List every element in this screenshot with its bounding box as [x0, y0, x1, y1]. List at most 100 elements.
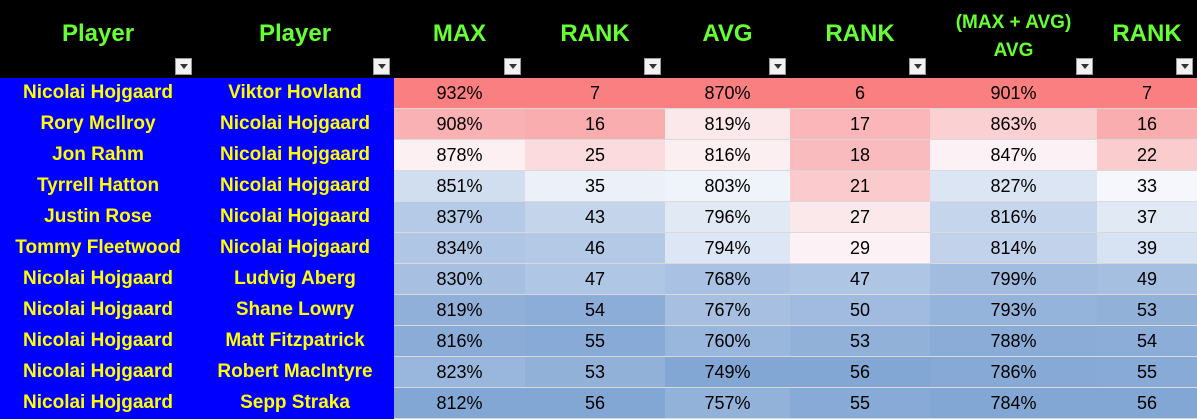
filter-dropdown-button[interactable]	[1076, 58, 1093, 75]
filter-dropdown-button[interactable]	[644, 58, 661, 75]
filter-dropdown-button[interactable]	[1176, 58, 1193, 75]
cell-player-1[interactable]: Nicolai Hojgaard	[0, 325, 196, 357]
cell-max-rank[interactable]: 25	[525, 139, 665, 171]
cell-player-2[interactable]: Nicolai Hojgaard	[196, 232, 394, 264]
cell-player-2[interactable]: Ludvig Aberg	[196, 263, 394, 295]
cell-avg-rank[interactable]: 18	[790, 139, 930, 171]
cell-max[interactable]: 908%	[394, 108, 525, 140]
cell-avg-rank[interactable]: 21	[790, 170, 930, 202]
cell-combined[interactable]: 793%	[930, 294, 1097, 326]
cell-max-rank[interactable]: 35	[525, 170, 665, 202]
cell-combined[interactable]: 847%	[930, 139, 1097, 171]
cell-avg-rank[interactable]: 6	[790, 78, 930, 109]
cell-max-rank[interactable]: 55	[525, 325, 665, 357]
table-row: Rory McIlroy Nicolai Hojgaard 908% 16 819% 17…	[0, 108, 1197, 140]
cell-max[interactable]: 830%	[394, 263, 525, 295]
cell-combined[interactable]: 784%	[930, 387, 1097, 419]
cell-combined[interactable]: 863%	[930, 108, 1097, 140]
cell-avg[interactable]: 768%	[665, 263, 790, 295]
cell-combined[interactable]: 827%	[930, 170, 1097, 202]
cell-avg[interactable]: 760%	[665, 325, 790, 357]
cell-avg[interactable]: 870%	[665, 78, 790, 109]
cell-player-1[interactable]: Rory McIlroy	[0, 108, 196, 140]
cell-avg[interactable]: 767%	[665, 294, 790, 326]
cell-player-1[interactable]: Nicolai Hojgaard	[0, 356, 196, 388]
cell-player-2[interactable]: Matt Fitzpatrick	[196, 325, 394, 357]
cell-combined[interactable]: 901%	[930, 78, 1097, 109]
cell-avg-rank[interactable]: 47	[790, 263, 930, 295]
cell-player-1[interactable]: Nicolai Hojgaard	[0, 263, 196, 295]
cell-player-1[interactable]: Justin Rose	[0, 201, 196, 233]
cell-player-2[interactable]: Nicolai Hojgaard	[196, 108, 394, 140]
filter-dropdown-button[interactable]	[373, 58, 390, 75]
cell-max-rank[interactable]: 43	[525, 201, 665, 233]
header-label-line1: (MAX + AVG)	[955, 12, 1072, 33]
cell-player-2[interactable]: Nicolai Hojgaard	[196, 139, 394, 171]
cell-combined-rank[interactable]: 37	[1097, 201, 1197, 233]
cell-combined-rank[interactable]: 22	[1097, 139, 1197, 171]
filter-dropdown-button[interactable]	[909, 58, 926, 75]
cell-avg-rank[interactable]: 27	[790, 201, 930, 233]
cell-combined-rank[interactable]: 7	[1097, 78, 1197, 109]
cell-avg[interactable]: 803%	[665, 170, 790, 202]
cell-player-1[interactable]: Tyrrell Hatton	[0, 170, 196, 202]
cell-avg[interactable]: 749%	[665, 356, 790, 388]
filter-dropdown-button[interactable]	[175, 58, 192, 75]
cell-max[interactable]: 837%	[394, 201, 525, 233]
cell-player-2[interactable]: Sepp Straka	[196, 387, 394, 419]
cell-combined-rank[interactable]: 33	[1097, 170, 1197, 202]
cell-combined-rank[interactable]: 16	[1097, 108, 1197, 140]
cell-player-2[interactable]: Shane Lowry	[196, 294, 394, 326]
filter-dropdown-button[interactable]	[769, 58, 786, 75]
cell-max-rank[interactable]: 7	[525, 78, 665, 109]
cell-combined-rank[interactable]: 49	[1097, 263, 1197, 295]
cell-player-1[interactable]: Nicolai Hojgaard	[0, 294, 196, 326]
cell-max[interactable]: 878%	[394, 139, 525, 171]
cell-combined[interactable]: 816%	[930, 201, 1097, 233]
cell-combined[interactable]: 814%	[930, 232, 1097, 264]
cell-avg-rank[interactable]: 53	[790, 325, 930, 357]
cell-combined[interactable]: 799%	[930, 263, 1097, 295]
cell-max[interactable]: 812%	[394, 387, 525, 419]
cell-avg-rank[interactable]: 50	[790, 294, 930, 326]
cell-max-rank[interactable]: 47	[525, 263, 665, 295]
cell-avg-rank[interactable]: 56	[790, 356, 930, 388]
cell-avg-rank[interactable]: 29	[790, 232, 930, 264]
cell-max-rank[interactable]: 46	[525, 232, 665, 264]
cell-max-rank[interactable]: 56	[525, 387, 665, 419]
cell-combined-rank[interactable]: 56	[1097, 387, 1197, 419]
cell-player-2[interactable]: Viktor Hovland	[196, 78, 394, 109]
cell-player-1[interactable]: Nicolai Hojgaard	[0, 78, 196, 109]
cell-max-rank[interactable]: 54	[525, 294, 665, 326]
cell-max[interactable]: 834%	[394, 232, 525, 264]
cell-avg[interactable]: 794%	[665, 232, 790, 264]
cell-max[interactable]: 851%	[394, 170, 525, 202]
cell-combined-rank[interactable]: 39	[1097, 232, 1197, 264]
cell-player-2[interactable]: Robert MacIntyre	[196, 356, 394, 388]
cell-player-2[interactable]: Nicolai Hojgaard	[196, 201, 394, 233]
cell-avg-rank[interactable]: 55	[790, 387, 930, 419]
table-row: Nicolai Hojgaard Shane Lowry 819% 54 767% 50 7…	[0, 294, 1197, 326]
cell-max[interactable]: 932%	[394, 78, 525, 109]
cell-max[interactable]: 816%	[394, 325, 525, 357]
cell-player-1[interactable]: Tommy Fleetwood	[0, 232, 196, 264]
cell-avg[interactable]: 757%	[665, 387, 790, 419]
cell-avg[interactable]: 816%	[665, 139, 790, 171]
cell-avg[interactable]: 796%	[665, 201, 790, 233]
cell-avg-rank[interactable]: 17	[790, 108, 930, 140]
cell-player-1[interactable]: Nicolai Hojgaard	[0, 387, 196, 419]
cell-combined-rank[interactable]: 55	[1097, 356, 1197, 388]
cell-max-rank[interactable]: 53	[525, 356, 665, 388]
cell-avg[interactable]: 819%	[665, 108, 790, 140]
cell-combined-rank[interactable]: 53	[1097, 294, 1197, 326]
cell-player-1[interactable]: Jon Rahm	[0, 139, 196, 171]
cell-max-rank[interactable]: 16	[525, 108, 665, 140]
cell-combined-rank[interactable]: 54	[1097, 325, 1197, 357]
cell-combined[interactable]: 788%	[930, 325, 1097, 357]
cell-combined[interactable]: 786%	[930, 356, 1097, 388]
cell-player-2[interactable]: Nicolai Hojgaard	[196, 170, 394, 202]
filter-dropdown-button[interactable]	[504, 58, 521, 75]
cell-max[interactable]: 819%	[394, 294, 525, 326]
dropdown-arrow-icon	[1180, 64, 1189, 69]
cell-max[interactable]: 823%	[394, 356, 525, 388]
